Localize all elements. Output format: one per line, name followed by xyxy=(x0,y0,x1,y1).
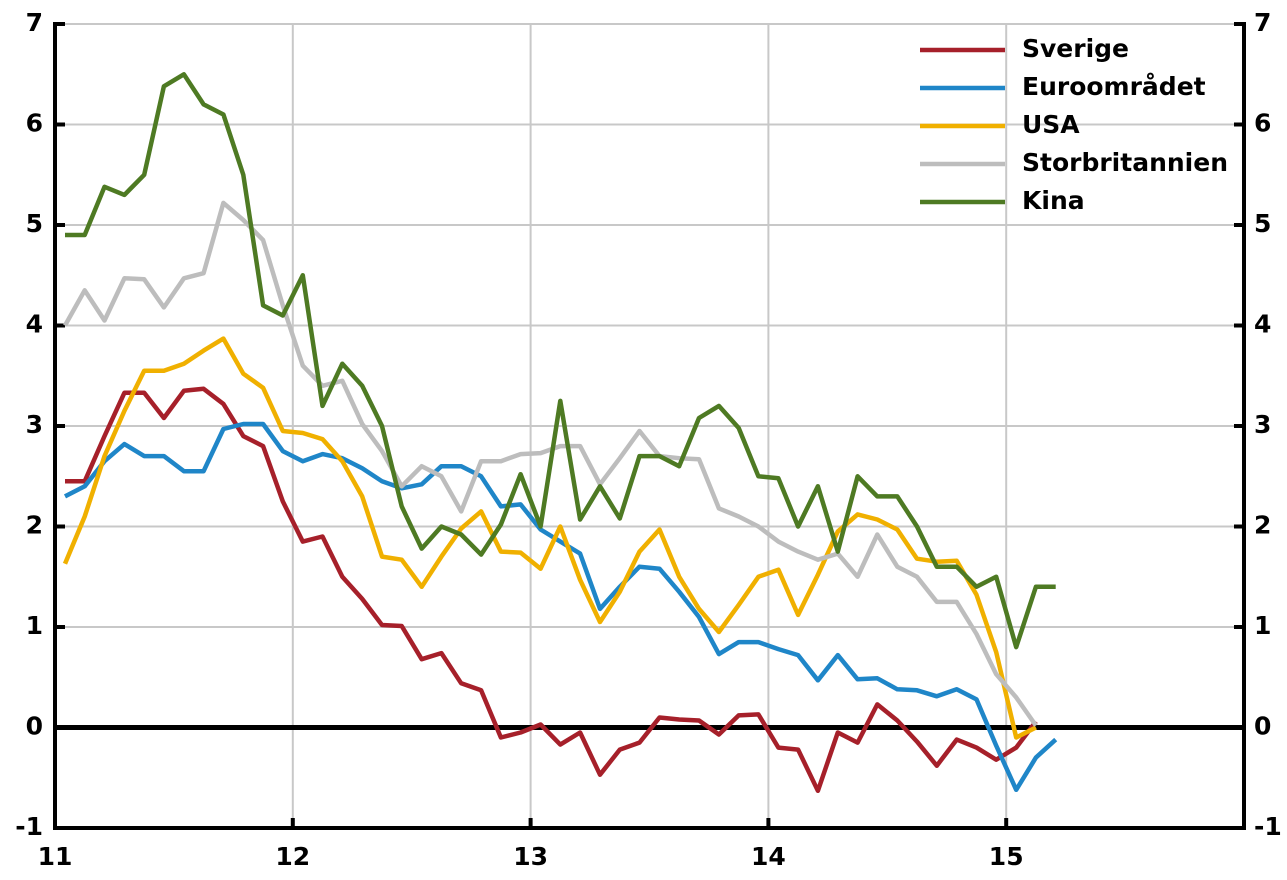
y-tick-label-right: 3 xyxy=(1254,410,1271,439)
y-tick-label: 6 xyxy=(26,109,43,138)
y-tick-label: 1 xyxy=(26,611,43,640)
y-tick-label: 5 xyxy=(26,209,43,238)
y-tick-label: 0 xyxy=(26,712,43,741)
y-tick-label-right: 0 xyxy=(1254,712,1271,741)
line-series xyxy=(62,336,1037,740)
y-tick-label: 7 xyxy=(26,8,43,37)
legend-label: Kina xyxy=(1022,186,1085,215)
x-tick-label: 12 xyxy=(275,842,310,871)
y-tick-label-right: 5 xyxy=(1254,209,1271,238)
y-tick-label-right: -1 xyxy=(1254,812,1282,841)
y-tick-label-right: 2 xyxy=(1254,511,1271,540)
x-tick-label: 15 xyxy=(989,842,1024,871)
x-tick-label: 13 xyxy=(513,842,548,871)
x-tick-label: 14 xyxy=(751,842,786,871)
y-tick-label-right: 4 xyxy=(1254,310,1271,339)
y-tick-label-right: 6 xyxy=(1254,109,1271,138)
legend-label: Sverige xyxy=(1022,34,1129,63)
y-tick-label: 4 xyxy=(26,310,43,339)
y-tick-label: 3 xyxy=(26,410,43,439)
line-series xyxy=(65,386,1038,794)
line-series xyxy=(63,421,1058,793)
legend-label: Euroområdet xyxy=(1022,72,1206,101)
line-series xyxy=(65,72,1056,650)
y-tick-label-right: 1 xyxy=(1254,611,1271,640)
legend-label: USA xyxy=(1022,110,1080,139)
y-tick-label: -1 xyxy=(15,812,43,841)
legend-label: Storbritannien xyxy=(1022,148,1228,177)
y-tick-label: 2 xyxy=(26,511,43,540)
y-tick-label-right: 7 xyxy=(1254,8,1271,37)
x-tick-label: 11 xyxy=(38,842,73,871)
